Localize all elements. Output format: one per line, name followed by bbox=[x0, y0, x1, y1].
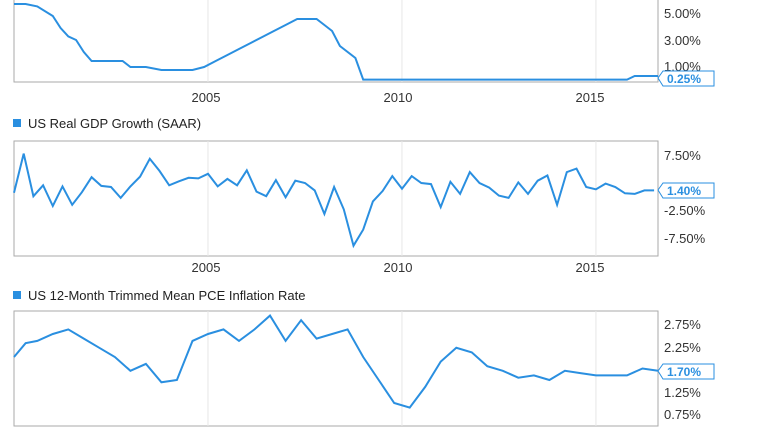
panel-3-plot-frame bbox=[13, 310, 659, 427]
panel-2-series-line bbox=[13, 153, 655, 249]
panel-1-x-tick-label: 2010 bbox=[384, 90, 413, 105]
panel-2-plot-frame bbox=[13, 140, 659, 257]
legend-gdp: US Real GDP Growth (SAAR) bbox=[13, 116, 201, 131]
panel-fed-funds: 5.00% 3.00% 1.00% 0.25% 2005 2010 2015 bbox=[13, 0, 715, 105]
panel-1-y-tick-label: 3.00% bbox=[664, 33, 701, 48]
panel-1-x-tick-label: 2005 bbox=[192, 90, 221, 105]
panel-2-y-tick-label: -7.50% bbox=[664, 231, 706, 246]
panel-1-last-value-badge: 0.25% bbox=[657, 70, 715, 87]
panel-2-last-value-label: 1.40% bbox=[667, 184, 701, 198]
panel-gdp-growth: 7.50% -2.50% -7.50% 1.40% 2005 2010 2015 bbox=[13, 140, 715, 275]
panel-2-last-value-badge: 1.40% bbox=[657, 182, 715, 199]
panel-pce-inflation: 2.75% 2.25% 1.25% 0.75% 1.70% bbox=[13, 310, 715, 427]
panel-1-plot-frame bbox=[13, 0, 659, 83]
panel-2-gridlines bbox=[207, 141, 597, 256]
legend-swatch bbox=[13, 291, 21, 299]
panel-1-gridlines bbox=[207, 0, 597, 82]
panel-2-y-tick-label: 7.50% bbox=[664, 148, 701, 163]
panel-2-x-tick-label: 2010 bbox=[384, 260, 413, 275]
panel-1-y-tick-label: 1.00% bbox=[664, 59, 701, 74]
panel-3-y-tick-label: 0.75% bbox=[664, 407, 701, 422]
panel-1-y-tick-label: 5.00% bbox=[664, 6, 701, 21]
legend-swatch bbox=[13, 119, 21, 127]
legend-pce: US 12-Month Trimmed Mean PCE Inflation R… bbox=[13, 288, 305, 303]
panel-2-x-tick-label: 2015 bbox=[576, 260, 605, 275]
panel-2-x-tick-label: 2005 bbox=[192, 260, 221, 275]
panel-1-x-tick-label: 2015 bbox=[576, 90, 605, 105]
panel-1-series-line bbox=[14, 3, 658, 81]
panel-3-last-value-label: 1.70% bbox=[667, 365, 701, 379]
panel-3-last-value-badge: 1.70% bbox=[657, 363, 715, 380]
legend-label: US Real GDP Growth (SAAR) bbox=[28, 116, 201, 131]
panel-1-last-value-label: 0.25% bbox=[667, 72, 701, 86]
panel-3-series-line bbox=[13, 314, 659, 409]
panel-3-gridlines bbox=[207, 311, 597, 426]
panel-3-y-tick-label: 1.25% bbox=[664, 385, 701, 400]
legend-label: US 12-Month Trimmed Mean PCE Inflation R… bbox=[28, 288, 305, 303]
panel-3-y-tick-label: 2.25% bbox=[664, 340, 701, 355]
panel-2-y-tick-label: -2.50% bbox=[664, 203, 706, 218]
panel-3-y-tick-label: 2.75% bbox=[664, 317, 701, 332]
